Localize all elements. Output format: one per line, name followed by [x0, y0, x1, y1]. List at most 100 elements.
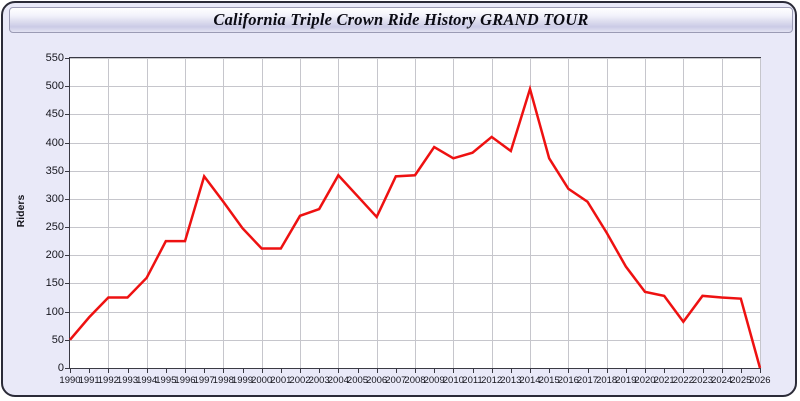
- y-axis-tick-mark: [65, 58, 70, 59]
- x-axis-tick-label: 2000: [251, 375, 273, 386]
- x-axis-tick-label: 2018: [596, 375, 618, 386]
- gridline-vertical: [606, 58, 608, 368]
- y-axis-tick-mark: [65, 227, 70, 229]
- x-axis-tick-mark: [242, 368, 244, 373]
- x-axis-tick-label: 2024: [711, 375, 733, 386]
- x-axis-tick-label: 1996: [174, 375, 196, 386]
- y-axis-tick-label: 150: [45, 277, 64, 290]
- y-axis-tick-label: 450: [45, 108, 64, 121]
- y-axis-tick-mark: [65, 311, 70, 313]
- gridline-vertical: [300, 58, 301, 368]
- y-axis-tick-label: 300: [45, 192, 64, 205]
- x-axis-tick-label: 2016: [557, 375, 579, 386]
- x-axis-tick-label: 2011: [462, 375, 483, 386]
- x-axis-tick-mark: [261, 368, 263, 373]
- y-axis-tick-mark: [65, 255, 70, 257]
- x-axis-tick-mark: [223, 368, 225, 373]
- x-axis-tick-mark: [740, 368, 742, 373]
- x-axis-tick-mark: [165, 368, 167, 373]
- plot-region: Riders 0 50 100 150 200 250 300 350 400 450 500 550…: [3, 37, 795, 395]
- x-axis-tick-label: 1997: [193, 375, 215, 386]
- y-axis-tick-mark: [65, 339, 70, 341]
- y-axis-tick-mark: [65, 368, 70, 369]
- x-axis-tick-label: 1991: [78, 375, 100, 386]
- plot-area: 0 50 100 150 200 250 300 350 400 450 500 550 1990 19…: [46, 52, 771, 386]
- x-axis-tick-mark: [472, 368, 474, 373]
- x-axis-tick-mark: [510, 368, 512, 373]
- x-axis-tick-mark: [108, 368, 110, 373]
- y-axis-tick-mark: [65, 198, 70, 200]
- x-axis-tick-label: 1992: [97, 375, 119, 386]
- x-axis-tick-mark: [70, 368, 71, 373]
- x-axis-tick-mark: [760, 368, 761, 373]
- x-axis-tick-label: 2015: [538, 375, 560, 386]
- x-axis-tick-mark: [453, 368, 455, 373]
- gridline-vertical: [645, 58, 646, 368]
- x-axis-tick-label: 2003: [308, 375, 330, 386]
- x-axis-tick-label: 2004: [327, 375, 349, 386]
- x-axis-tick-mark: [376, 368, 378, 373]
- y-axis-tick-label: 200: [45, 249, 64, 262]
- x-axis-tick-mark: [89, 368, 91, 373]
- y-axis-tick-label: 0: [57, 362, 64, 374]
- y-axis-tick-label: 400: [45, 136, 64, 149]
- x-axis-tick-mark: [415, 368, 416, 373]
- gridline-vertical: [453, 58, 455, 368]
- gridline-vertical: [108, 58, 110, 368]
- y-axis-tick-mark: [65, 142, 70, 144]
- gridline-vertical: [721, 58, 723, 368]
- x-axis-tick-mark: [280, 368, 282, 373]
- x-axis-tick-label: 2017: [576, 375, 599, 386]
- data-series-line: [69, 84, 762, 369]
- x-axis-tick-mark: [357, 368, 359, 373]
- x-axis-tick-mark: [587, 368, 589, 373]
- y-axis-tick-label: 550: [45, 52, 64, 64]
- x-axis-tick-label: 1994: [136, 375, 158, 386]
- x-axis-tick-mark: [319, 368, 321, 373]
- x-axis-tick-mark: [185, 368, 186, 373]
- x-axis-tick-mark: [664, 368, 666, 373]
- x-axis-tick-label: 2010: [442, 375, 464, 386]
- gridline-vertical: [491, 58, 493, 368]
- gridline-vertical: [338, 58, 340, 368]
- x-axis-tick-label: 2001: [270, 375, 292, 386]
- y-axis-tick-mark: [65, 86, 70, 88]
- y-axis-tick-mark: [65, 283, 70, 285]
- x-axis-tick-label: 1995: [155, 375, 177, 386]
- x-axis-tick-label: 2005: [346, 375, 369, 386]
- x-axis-tick-mark: [568, 368, 570, 373]
- gridline-vertical: [568, 58, 570, 368]
- gridline-vertical: [760, 58, 761, 368]
- x-axis-tick-mark: [395, 368, 397, 373]
- x-axis-tick-mark: [204, 368, 206, 373]
- x-axis-tick-label: 2013: [500, 375, 522, 386]
- y-axis-tick-mark: [65, 170, 70, 172]
- y-axis-tick-label: 50: [51, 333, 64, 346]
- x-axis-tick-mark: [549, 368, 551, 373]
- x-axis-tick-mark: [434, 368, 436, 373]
- x-axis-tick-mark: [683, 368, 685, 373]
- gridline-vertical: [683, 58, 685, 368]
- y-axis-tick-label: 500: [45, 80, 64, 93]
- y-axis-tick-label: 250: [45, 221, 64, 234]
- page-title: California Triple Crown Ride History GRA…: [213, 10, 589, 29]
- gridline-vertical: [415, 58, 416, 368]
- x-axis-tick-mark: [625, 368, 627, 373]
- x-axis-tick-label: 2026: [749, 375, 771, 386]
- x-axis-tick-label: 2025: [730, 375, 752, 386]
- x-axis-tick-mark: [127, 368, 129, 373]
- x-axis-tick-mark: [491, 368, 493, 373]
- x-axis-tick-label: 2021: [653, 375, 675, 386]
- x-axis-tick-mark: [721, 368, 723, 373]
- x-axis-tick-mark: [146, 368, 148, 373]
- x-axis-tick-mark: [702, 368, 704, 373]
- x-axis-tick-label: 2006: [366, 375, 388, 386]
- x-axis-tick-label: 2023: [691, 375, 714, 386]
- x-axis-tick-label: 2009: [423, 375, 445, 386]
- x-axis-tick-label: 1998: [212, 375, 234, 386]
- gridline-vertical: [530, 58, 531, 368]
- y-axis-tick-mark: [65, 114, 70, 116]
- gridline-vertical: [185, 58, 186, 368]
- gridline-vertical: [146, 58, 148, 368]
